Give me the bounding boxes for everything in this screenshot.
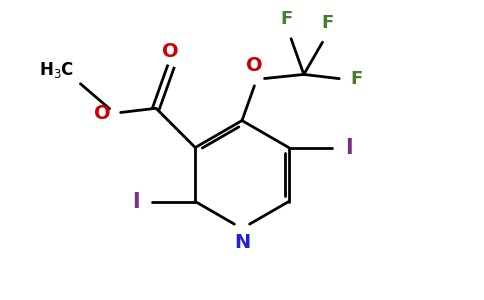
Text: I: I [345,137,352,158]
Text: O: O [246,56,263,75]
Text: O: O [163,42,179,61]
Text: F: F [350,70,362,88]
Text: N: N [234,233,250,252]
Text: I: I [132,191,139,212]
Text: F: F [280,10,292,28]
Text: H$_3$C: H$_3$C [39,60,75,80]
Text: F: F [321,14,333,32]
Text: O: O [94,104,111,123]
